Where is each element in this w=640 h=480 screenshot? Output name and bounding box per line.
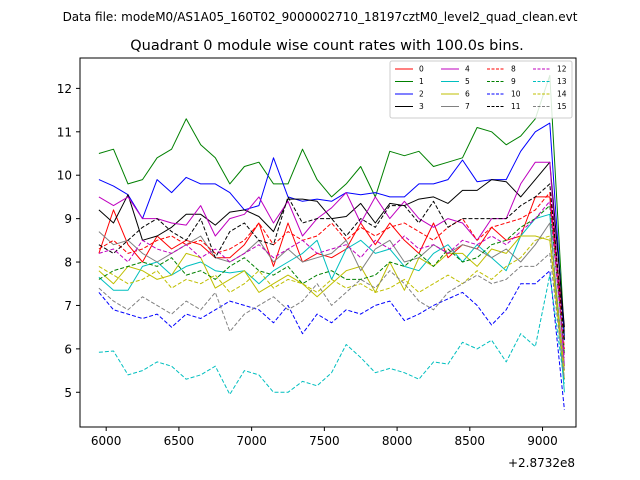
series-line-5 [98, 213, 565, 393]
legend-label: 14 [557, 90, 567, 99]
x-tick-label: 9000 [527, 434, 558, 448]
chart-title: Quadrant 0 module wise count rates with … [130, 38, 524, 54]
y-tick-label: 7 [64, 299, 72, 313]
y-axis-ticks: 5 6 7 8 9 10 11 12 [57, 82, 80, 400]
series-line-0 [98, 196, 565, 332]
legend-label: 6 [465, 90, 470, 99]
series-line-3 [98, 161, 565, 328]
x-tick-label: 6500 [164, 434, 195, 448]
x-tick-label: 6000 [91, 434, 122, 448]
legend-label: 13 [557, 77, 567, 86]
series-line-10 [98, 270, 565, 410]
series-line-14 [98, 235, 565, 371]
legend-label: 3 [419, 102, 424, 111]
y-tick-label: 10 [57, 169, 72, 183]
legend-label: 7 [465, 102, 470, 111]
legend-label: 1 [419, 77, 424, 86]
series-line-15 [98, 252, 565, 380]
y-tick-label: 11 [57, 125, 72, 139]
series-line-13 [98, 274, 565, 395]
figure-suptitle: Data file: modeM0/AS1A05_160T02_90000027… [63, 10, 578, 24]
plot-series [98, 74, 565, 410]
x-tick-label: 7500 [309, 434, 340, 448]
x-tick-label: 7000 [236, 434, 267, 448]
x-tick-label: 8000 [382, 434, 413, 448]
legend-frame [389, 60, 573, 119]
legend-label: 0 [419, 65, 424, 74]
axes-frame [79, 57, 577, 428]
legend-label: 11 [511, 102, 521, 111]
legend-label: 8 [511, 65, 516, 74]
series-line-12 [98, 200, 565, 358]
series-line-8 [98, 192, 565, 349]
legend-label: 15 [557, 102, 567, 111]
legend-label: 10 [511, 90, 521, 99]
x-axis-offset-label: +2.8732e8 [508, 456, 575, 470]
y-tick-label: 6 [64, 342, 72, 356]
legend-label: 2 [419, 90, 424, 99]
y-tick-label: 5 [64, 386, 72, 400]
series-line-4 [98, 161, 565, 367]
legend-label: 12 [557, 65, 567, 74]
series-line-1 [98, 74, 565, 336]
y-tick-label: 8 [64, 256, 72, 270]
series-line-11 [98, 183, 565, 341]
legend-label: 9 [511, 77, 516, 86]
y-tick-label: 9 [64, 212, 72, 226]
series-line-2 [98, 122, 565, 341]
legend-label: 5 [465, 77, 470, 86]
series-line-9 [98, 205, 565, 354]
x-axis-ticks: 6000 6500 7000 7500 8000 8500 9000 [91, 427, 558, 448]
y-tick-label: 12 [57, 82, 72, 96]
x-tick-label: 8500 [455, 434, 486, 448]
legend-label: 4 [465, 65, 470, 74]
